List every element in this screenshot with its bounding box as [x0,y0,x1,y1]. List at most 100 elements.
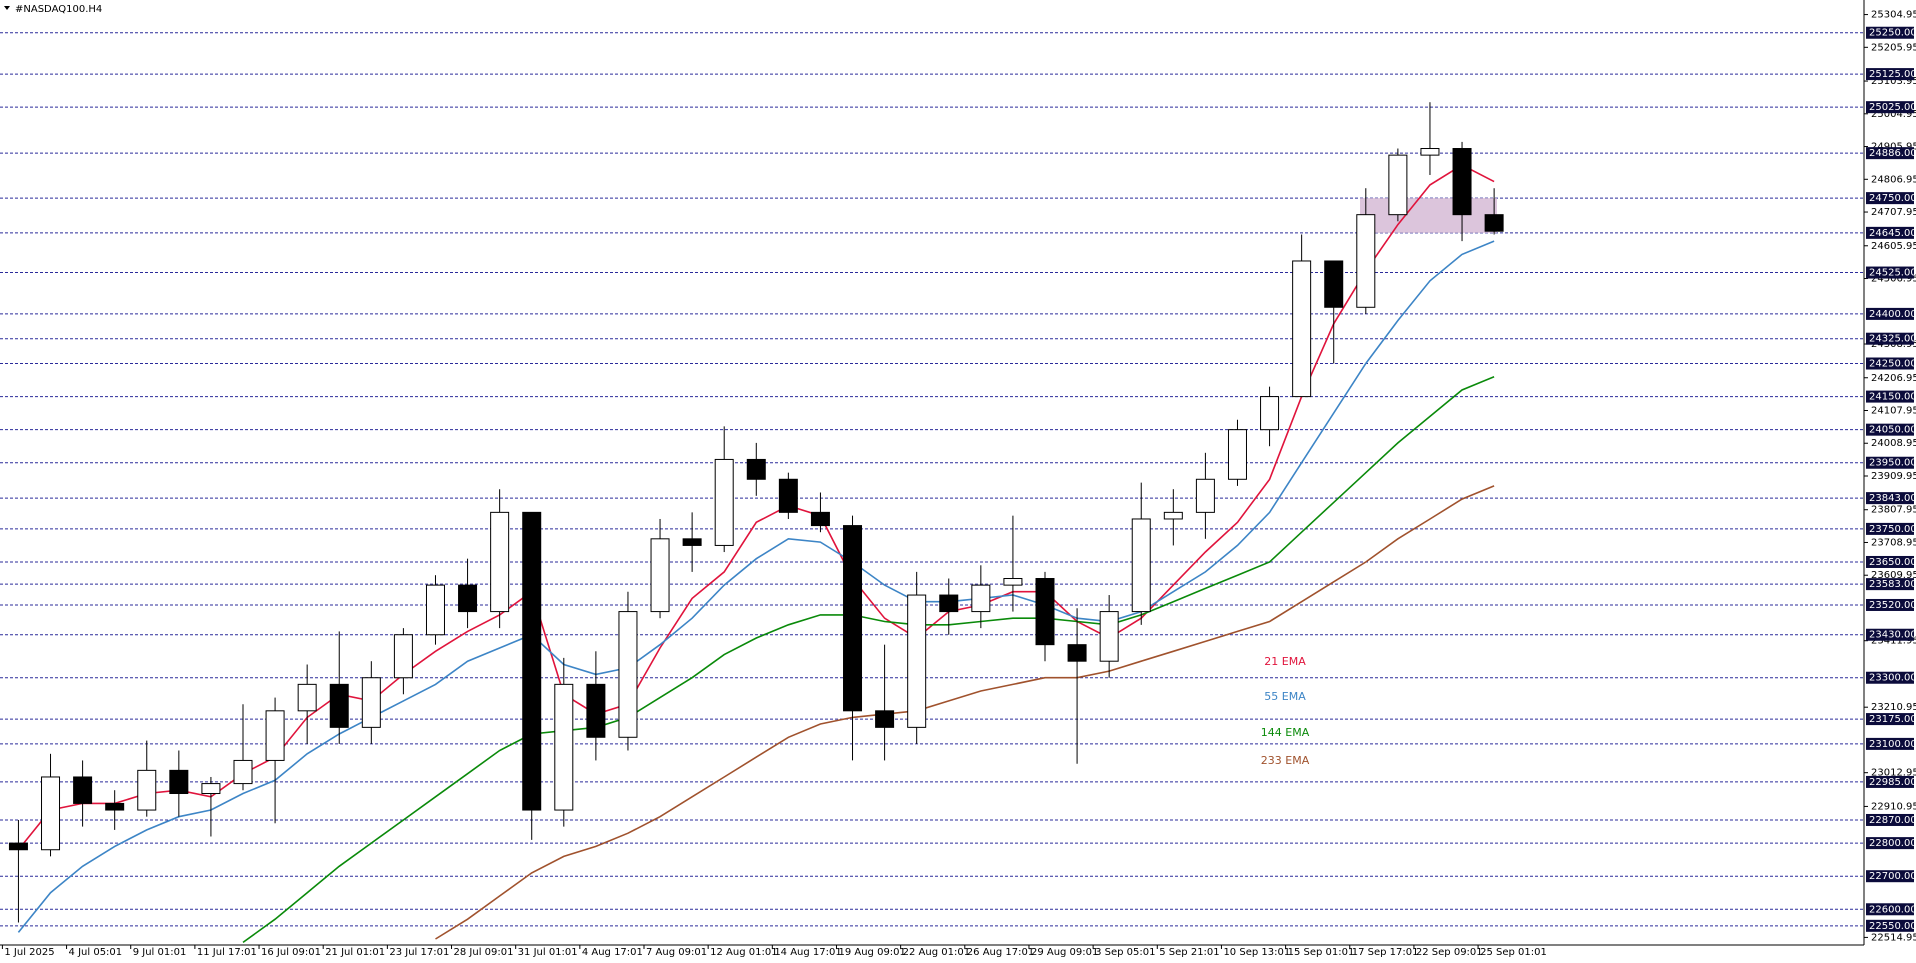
level-label: 24886.00 [1869,148,1916,159]
x-tick-label: 14 Aug 17:01 [774,947,841,958]
candle-body [1099,611,1119,662]
candle-body [265,710,285,761]
candle-body [8,842,28,851]
level-label: 23520.00 [1869,600,1916,611]
y-tick-label: 23012.95 [1871,768,1916,779]
candle-body [1035,578,1055,646]
level-label: 23650.00 [1869,557,1916,568]
candle-body [907,594,927,728]
level-label: 24400.00 [1869,309,1916,320]
y-tick-label: 23210.95 [1871,702,1916,713]
y-tick-label: 23708.95 [1871,537,1916,548]
level-label-bg [1866,628,1914,641]
y-tick-label: 25304.95 [1871,10,1916,21]
candle-body [73,776,93,804]
level-label-bg [1866,226,1914,239]
x-tick-label: 16 Jul 09:01 [261,947,321,958]
x-tick-label: 11 Jul 17:01 [197,947,257,958]
level-label-bg [1866,919,1914,932]
y-tick-label: 24707.95 [1871,207,1916,218]
candle-body [105,802,125,811]
candle-body [297,683,317,712]
level-label-bg [1866,671,1914,684]
level-label-bg [1866,101,1914,114]
candle-body [843,525,863,712]
level-label: 24250.00 [1869,359,1916,370]
level-label-bg [1866,26,1914,39]
x-tick-label: 26 Aug 17:01 [967,947,1034,958]
candle-body [875,710,895,728]
y-tick-label: 23909.95 [1871,471,1916,482]
level-label-bg [1866,423,1914,436]
y-tick-label: 23609.95 [1871,570,1916,581]
candle-body [971,584,991,613]
candle-body [393,634,413,679]
level-label-bg [1866,192,1914,205]
x-tick-label: 7 Aug 09:01 [646,947,707,958]
x-tick-label: 4 Aug 17:01 [582,947,643,958]
level-label-bg [1866,775,1914,788]
level-label-bg [1866,903,1914,916]
level-label-bg [1866,147,1914,160]
candle-body [618,611,638,738]
x-tick-label: 15 Sep 01:01 [1288,947,1355,958]
level-label-bg [1866,492,1914,505]
level-label: 24645.00 [1869,228,1916,239]
level-label-bg [1866,357,1914,370]
level-label: 25125.00 [1869,69,1916,80]
level-label-bg [1866,390,1914,403]
ema-label: 144 EMA [1261,726,1310,739]
level-label-bg [1866,578,1914,591]
level-label-bg [1866,456,1914,469]
candle-body [554,683,574,811]
level-label-bg [1866,266,1914,279]
x-tick-label: 21 Jul 01:01 [325,947,385,958]
candle-body [137,769,157,811]
ema-line [17,164,1495,851]
level-label: 23750.00 [1869,524,1916,535]
level-label: 24325.00 [1869,334,1916,345]
level-label: 23843.00 [1869,493,1916,504]
candle-body [810,511,830,527]
level-label: 23950.00 [1869,458,1916,469]
y-tick-label: 24905.95 [1871,142,1916,153]
candle-body [1195,478,1215,513]
candle-body [1260,396,1280,431]
x-tick-label: 25 Sep 01:01 [1480,947,1547,958]
y-tick-label: 24206.95 [1871,373,1916,384]
candle-body [201,783,221,795]
x-tick-label: 23 Jul 17:01 [389,947,449,958]
level-label: 23100.00 [1869,739,1916,750]
candle-body [714,458,734,546]
x-tick-label: 19 Aug 09:01 [838,947,905,958]
level-label: 22985.00 [1869,777,1916,788]
level-label: 22870.00 [1869,815,1916,826]
level-label-bg [1866,813,1914,826]
level-label-bg [1866,332,1914,345]
candle-body [1003,578,1023,586]
candle-body [425,584,445,636]
candle-body [778,478,798,513]
level-label-bg [1866,837,1914,850]
x-tick-label: 1 Jul 2025 [4,947,54,958]
candle-body [1067,644,1087,662]
y-tick-label: 24107.95 [1871,405,1916,416]
x-tick-label: 17 Sep 17:01 [1352,947,1419,958]
x-tick-label: 28 Jul 09:01 [454,947,514,958]
candle-body [650,538,670,613]
x-tick-label: 12 Aug 01:01 [710,947,777,958]
level-label: 22600.00 [1869,904,1916,915]
candle-body [1484,214,1504,232]
zone [1360,198,1497,233]
candle-body [746,458,766,480]
candle-body [1388,154,1408,216]
candle-body [1292,260,1312,398]
menu-arrow [4,6,10,10]
candle-body [41,776,61,851]
candle-body [1163,511,1183,520]
level-label: 23175.00 [1869,714,1916,725]
level-label: 25025.00 [1869,102,1916,113]
x-tick-label: 4 Jul 05:01 [69,947,123,958]
y-tick-label: 25004.95 [1871,109,1916,120]
